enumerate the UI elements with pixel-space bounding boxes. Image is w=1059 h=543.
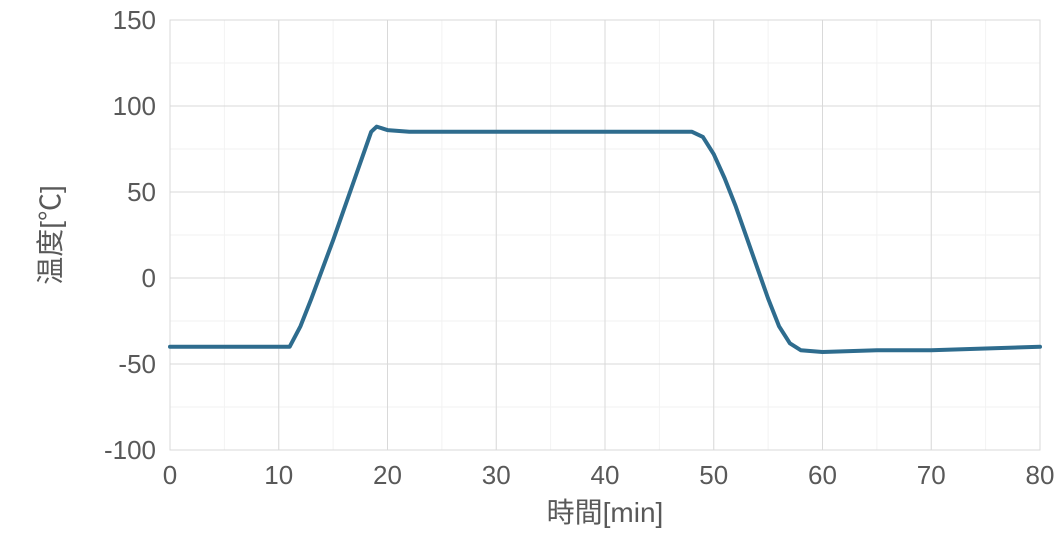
y-axis-label: 温度[℃] (35, 185, 66, 285)
x-tick-label: 40 (591, 460, 620, 490)
y-tick-label: 150 (113, 5, 156, 35)
x-tick-label: 60 (808, 460, 837, 490)
y-tick-label: 50 (127, 177, 156, 207)
x-axis-label: 時間[min] (547, 497, 664, 528)
x-tick-label: 80 (1026, 460, 1055, 490)
x-tick-label: 20 (373, 460, 402, 490)
x-tick-label: 0 (163, 460, 177, 490)
y-tick-label: -50 (118, 349, 156, 379)
y-tick-label: 100 (113, 91, 156, 121)
x-tick-label: 10 (264, 460, 293, 490)
y-tick-label: -100 (104, 435, 156, 465)
chart-svg: 0 10 20 30 40 50 60 70 80 -100 -50 0 50 100 150 時間[min]… (0, 0, 1059, 543)
x-tick-label: 30 (482, 460, 511, 490)
y-tick-label: 0 (142, 263, 156, 293)
temperature-time-chart: 0 10 20 30 40 50 60 70 80 -100 -50 0 50 100 150 時間[min]… (0, 0, 1059, 543)
x-tick-label: 50 (699, 460, 728, 490)
x-tick-label: 70 (917, 460, 946, 490)
